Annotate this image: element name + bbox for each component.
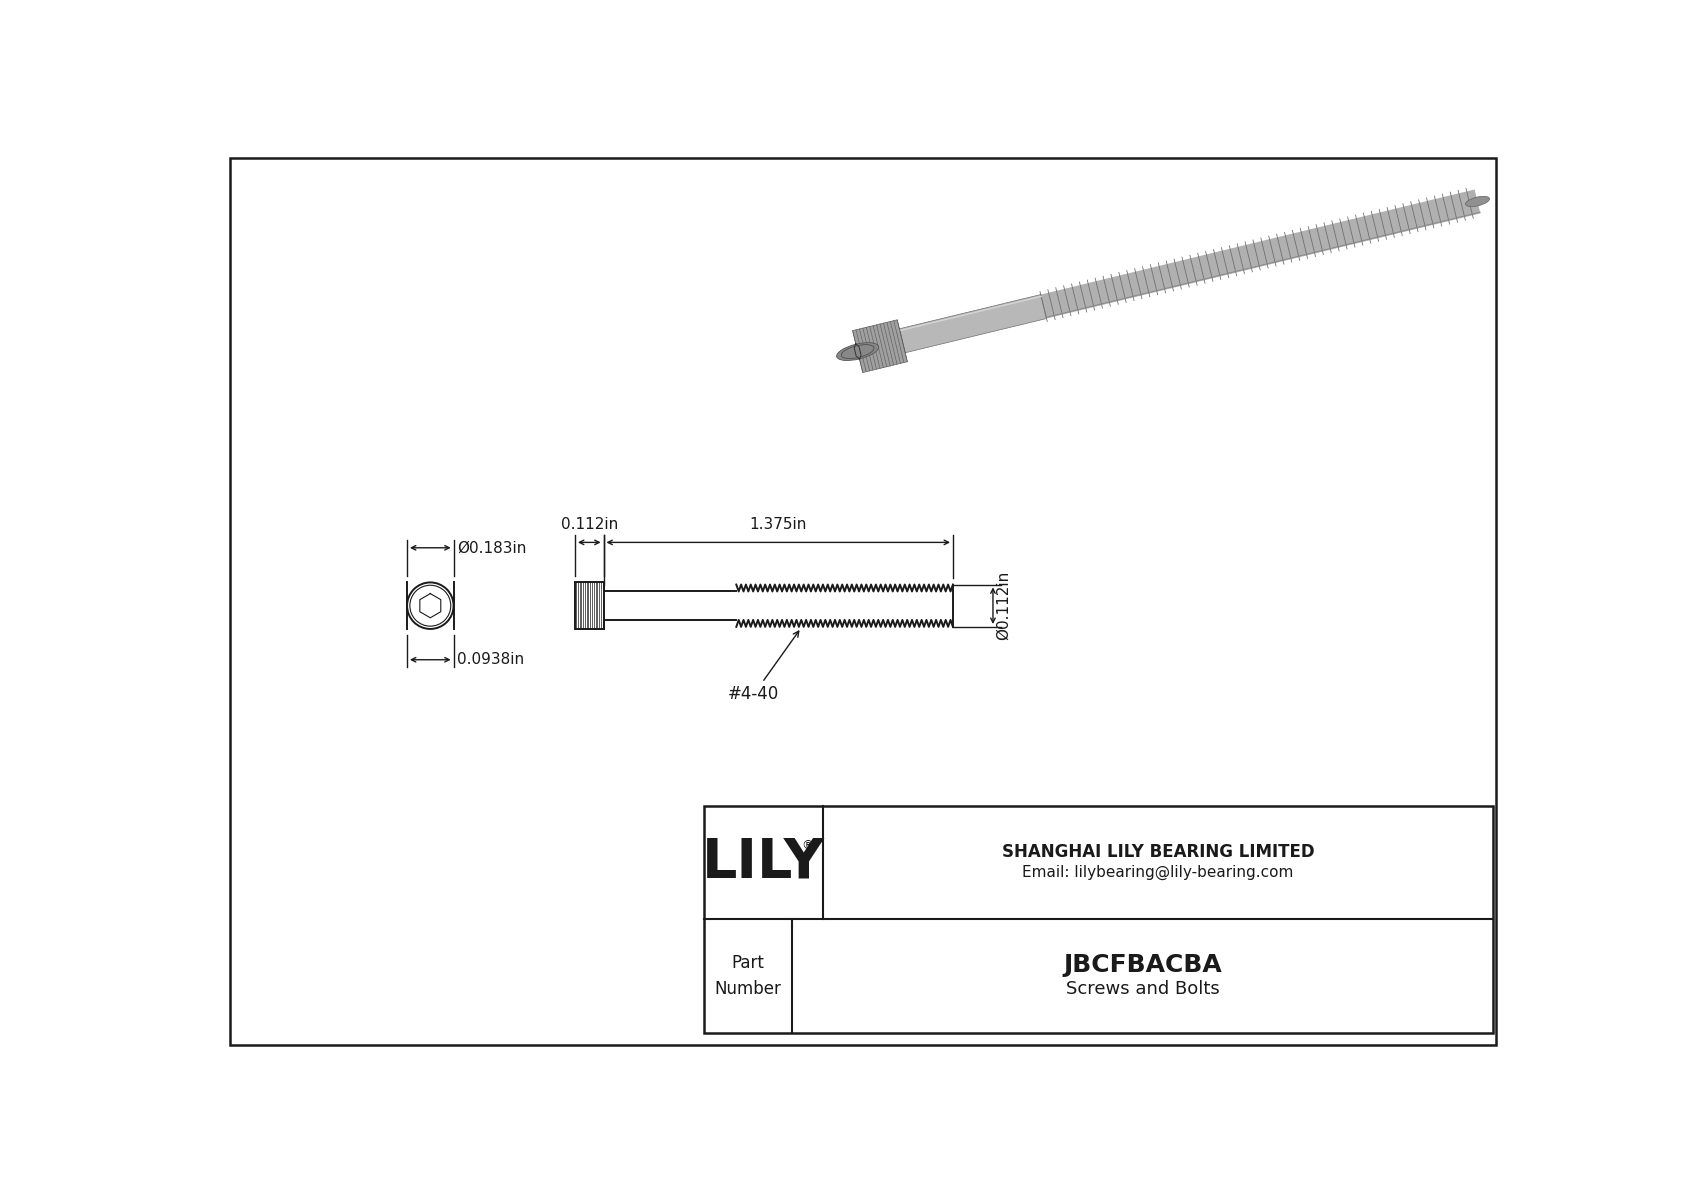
Text: Email: lilybearing@lily-bearing.com: Email: lilybearing@lily-bearing.com — [1022, 865, 1293, 879]
Polygon shape — [899, 294, 1046, 353]
Text: 0.0938in: 0.0938in — [458, 653, 524, 667]
Polygon shape — [852, 320, 908, 373]
Ellipse shape — [837, 343, 879, 361]
Text: Ø0.112in: Ø0.112in — [997, 570, 1010, 641]
Text: LILY: LILY — [702, 836, 825, 890]
Text: ®: ® — [802, 840, 815, 853]
Bar — [704, 806, 1494, 1033]
Bar — [574, 582, 603, 629]
Ellipse shape — [1465, 197, 1490, 206]
Text: Screws and Bolts: Screws and Bolts — [1066, 979, 1219, 998]
Text: 0.112in: 0.112in — [561, 517, 618, 532]
Polygon shape — [1041, 189, 1480, 318]
Text: Part
Number: Part Number — [714, 954, 781, 998]
Text: SHANGHAI LILY BEARING LIMITED: SHANGHAI LILY BEARING LIMITED — [1002, 843, 1314, 861]
Text: Ø0.183in: Ø0.183in — [458, 541, 527, 555]
Text: #4-40: #4-40 — [727, 631, 798, 704]
Text: 1.375in: 1.375in — [749, 517, 807, 532]
Text: JBCFBACBA: JBCFBACBA — [1063, 954, 1223, 978]
